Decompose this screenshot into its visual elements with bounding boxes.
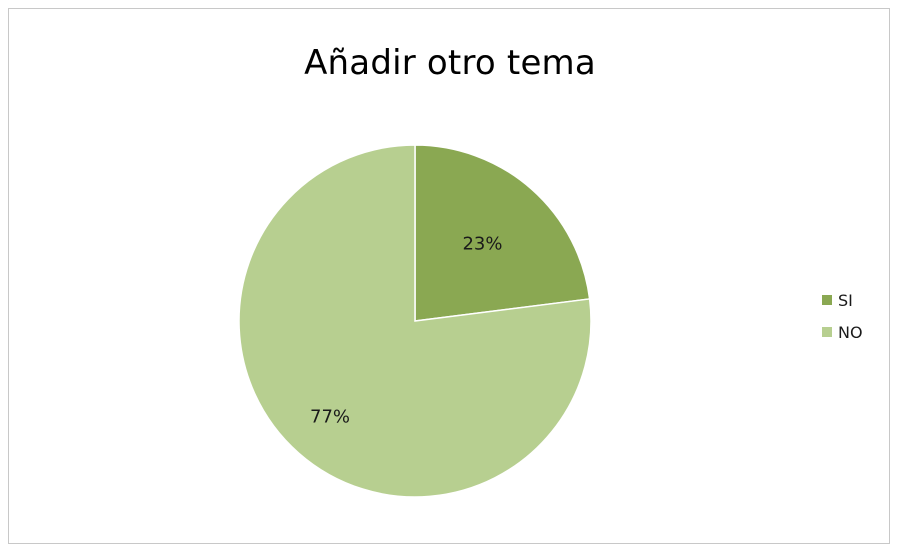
pie-slices bbox=[238, 144, 592, 498]
legend-item-si: SI bbox=[822, 289, 863, 311]
pie-slice-si bbox=[414, 144, 591, 322]
chart-title: Añadir otro tema bbox=[304, 43, 596, 83]
pie-slice-no bbox=[238, 144, 592, 498]
pie-data-labels: 23% 77% bbox=[310, 233, 502, 427]
pie-chart: 23% 77% bbox=[238, 144, 592, 498]
legend-label-no: NO bbox=[838, 322, 863, 342]
legend-item-no: NO bbox=[822, 321, 863, 343]
chart-area: Añadir otro tema 23% 77% SI NO bbox=[8, 8, 890, 544]
legend-swatch-si bbox=[822, 295, 832, 305]
legend-swatch-no bbox=[822, 327, 832, 337]
data-label-si: 23% bbox=[462, 233, 502, 254]
legend-label-si: SI bbox=[838, 290, 853, 310]
legend: SI NO bbox=[822, 289, 863, 353]
data-label-no: 77% bbox=[310, 406, 350, 427]
